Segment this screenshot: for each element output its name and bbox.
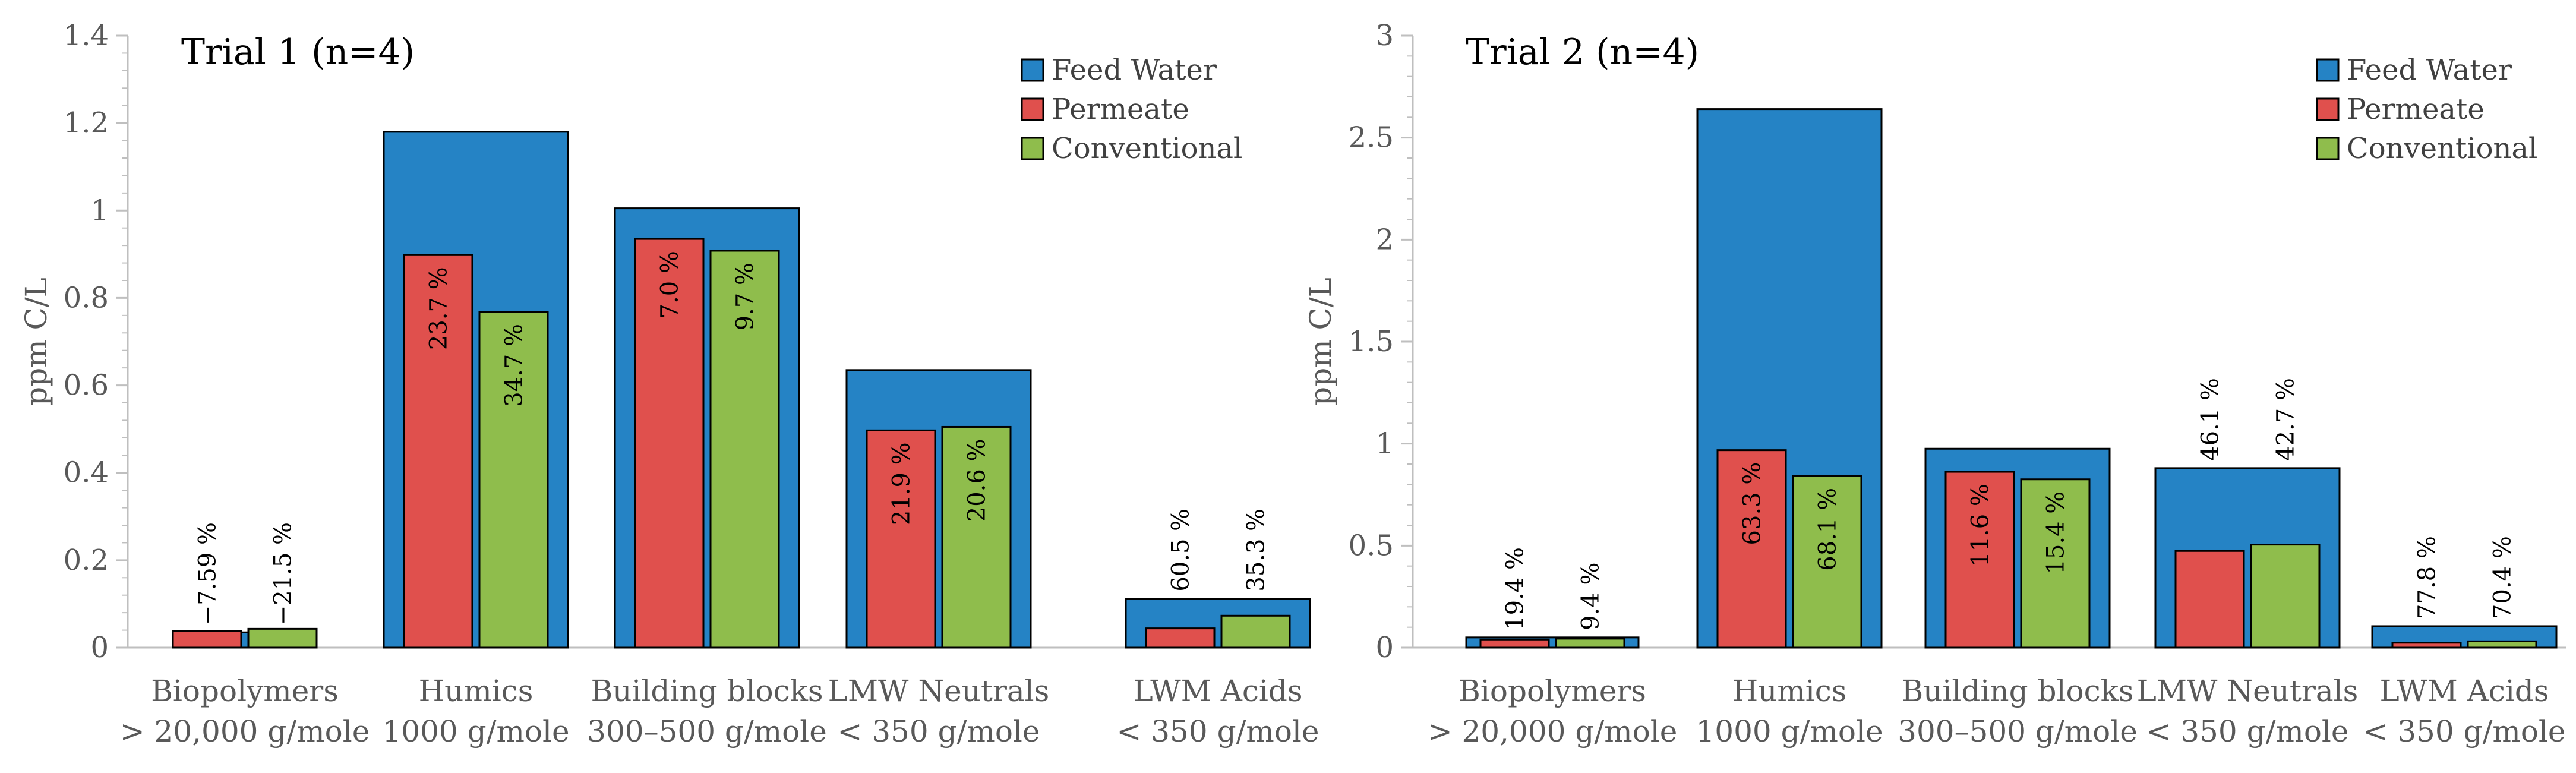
bar-conventional [709, 250, 780, 649]
label-permeate: 19.4 % [1502, 547, 1529, 630]
y-tick-label: 2.5 [1349, 121, 1394, 154]
bar-permeate [2174, 550, 2245, 649]
legend-swatch-2 [2316, 97, 2340, 121]
y-tick-label: 1.2 [64, 106, 109, 140]
y-axis-title: ppm C/L [19, 277, 53, 406]
category-range: 1000 g/mole [382, 714, 569, 749]
category-name: LMW Neutrals [828, 674, 1050, 708]
bar-conventional [2020, 478, 2091, 649]
legend: Feed Water Permeate Conventional [1021, 53, 1242, 165]
y-tick-label: 1.5 [1349, 325, 1394, 358]
legend-swatch-3 [2316, 137, 2340, 160]
legend-entry-2: Permeate [1052, 93, 1189, 126]
bar-conventional [1555, 638, 1625, 649]
label-permeate: 7.0 % [656, 251, 684, 318]
legend-entry-2: Permeate [2347, 93, 2485, 126]
bar-conventional [2467, 640, 2537, 649]
category-range: > 20,000 g/mole [120, 714, 370, 749]
category-range: 300–500 g/mole [587, 714, 827, 749]
legend-swatch-1 [1021, 58, 1044, 82]
label-conventional: 68.1 % [1814, 488, 1842, 571]
bar-permeate [1145, 627, 1216, 649]
bar-permeate [1479, 638, 1550, 649]
label-conventional: 9.4 % [1577, 562, 1605, 630]
y-tick-label: 1 [1375, 427, 1394, 460]
label-permeate: 60.5 % [1167, 509, 1195, 592]
bar-permeate [866, 429, 936, 649]
y-tick-label: 0.6 [64, 369, 109, 402]
y-tick-label: 0.5 [1349, 529, 1394, 562]
label-permeate: 77.8 % [2414, 536, 2441, 619]
label-conventional: 42.7 % [2272, 378, 2300, 461]
category-range: < 350 g/mole [837, 714, 1040, 749]
y-tick-label: 0 [90, 631, 109, 664]
bar-conventional [478, 311, 549, 649]
bar-conventional [2250, 544, 2321, 649]
label-conventional: 20.6 % [964, 438, 991, 522]
y-tick-label: 2 [1375, 223, 1394, 256]
label-permeate: 63.3 % [1739, 462, 1766, 545]
y-tick-label: 1 [90, 194, 109, 227]
bar-permeate [403, 254, 473, 649]
category-range: < 350 g/mole [2363, 714, 2565, 749]
category-range: > 20,000 g/mole [1428, 714, 1678, 749]
legend-swatch-3 [1021, 137, 1044, 160]
category-range: 1000 g/mole [1696, 714, 1883, 749]
label-permeate: 21.9 % [888, 442, 916, 525]
label-conventional: 15.4 % [2043, 491, 2070, 575]
category-name: Humics [1732, 674, 1847, 708]
y-tick-label: 0.2 [64, 544, 109, 577]
bar-conventional [247, 627, 318, 649]
chart-title: Trial 1 (n=4) [181, 31, 415, 73]
category-name: Building blocks [1901, 674, 2133, 708]
category-range: 300–500 g/mole [1898, 714, 2138, 749]
bar-permeate [172, 630, 242, 649]
y-axis-title: ppm C/L [1303, 277, 1338, 406]
category-range: < 350 g/mole [2146, 714, 2348, 749]
category-name: Biopolymers [1459, 674, 1646, 708]
category-name: LWM Acids [1133, 674, 1302, 708]
y-tick-label: 1.4 [64, 19, 109, 52]
legend: Feed Water Permeate Conventional [2316, 53, 2537, 165]
label-permeate: −7.59 % [194, 522, 222, 625]
category-name: LWM Acids [2379, 674, 2549, 708]
label-permeate: 11.6 % [1967, 484, 1994, 567]
label-conventional: 9.7 % [732, 263, 759, 330]
bar-permeate [1944, 471, 2015, 649]
chart-title: Trial 2 (n=4) [1466, 31, 1699, 73]
legend-entry-1: Feed Water [2347, 53, 2512, 87]
label-conventional: 35.3 % [1243, 509, 1270, 592]
y-tick-label: 0.4 [64, 456, 109, 490]
chart-panel-1: 0 0.2 0.4 0.6 0.8 1 1.2 1.4 ppm C/L Trial 1 (n=4)… [19, 19, 1319, 749]
bar-conventional [941, 425, 1012, 649]
legend-entry-3: Conventional [2347, 132, 2537, 165]
label-permeate: 46.1 % [2197, 378, 2224, 461]
bar-permeate [634, 238, 705, 649]
category-range: < 350 g/mole [1116, 714, 1319, 749]
category-name: Building blocks [591, 674, 823, 708]
bar-permeate [2391, 642, 2462, 649]
bar-conventional [1220, 614, 1291, 649]
label-conventional: 34.7 % [501, 324, 528, 407]
label-conventional: −21.5 % [270, 522, 297, 625]
y-tick-label: 0.8 [64, 281, 109, 314]
legend-swatch-1 [2316, 58, 2340, 82]
y-tick-label: 0 [1375, 631, 1394, 664]
category-name: Biopolymers [151, 674, 339, 708]
category-name: Humics [419, 674, 533, 708]
label-conventional: 70.4 % [2489, 536, 2517, 619]
chart-panel-2: 0 0.5 1 1.5 2 2.5 3 ppm C/L Trial 2 (n=4) 19.4 % 9… [1303, 19, 2566, 749]
label-permeate: 23.7 % [425, 267, 453, 350]
legend-entry-3: Conventional [1052, 132, 1242, 165]
bar-permeate [1716, 449, 1787, 649]
bar-conventional [1792, 475, 1862, 649]
legend-swatch-2 [1021, 97, 1044, 121]
category-name: LMW Neutrals [2137, 674, 2359, 708]
y-tick-label: 3 [1375, 19, 1394, 52]
legend-entry-1: Feed Water [1052, 53, 1217, 87]
